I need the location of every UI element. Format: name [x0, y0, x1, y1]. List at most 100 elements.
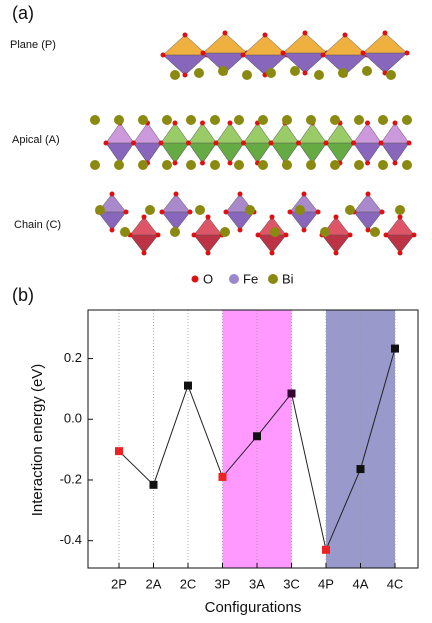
oxygen	[366, 192, 371, 197]
oxygen	[110, 192, 115, 197]
bismuth	[210, 115, 220, 125]
oxygen	[348, 233, 353, 238]
panel-label: (b)	[12, 285, 34, 305]
bismuth	[402, 115, 412, 125]
bismuth	[138, 115, 148, 125]
oxygen	[206, 215, 211, 220]
bismuth	[114, 115, 124, 125]
octahedron-face	[106, 143, 134, 163]
data-point	[253, 432, 261, 440]
bismuth	[90, 115, 100, 125]
bismuth	[306, 115, 316, 125]
oxygen	[110, 228, 115, 233]
oxygen	[200, 161, 205, 166]
bismuth	[345, 205, 355, 215]
bismuth	[395, 205, 405, 215]
oxygen	[142, 215, 147, 220]
oxygen	[302, 192, 307, 197]
octahedron-face	[386, 235, 414, 253]
bismuth	[378, 115, 388, 125]
oxygen	[351, 141, 356, 146]
bismuth	[210, 160, 220, 170]
y-tick-label: 0.0	[64, 411, 82, 426]
y-tick-label: -0.2	[60, 471, 82, 486]
data-point	[184, 382, 192, 390]
oxygen	[398, 251, 403, 256]
octahedron-face	[161, 143, 189, 163]
oxygen	[284, 233, 289, 238]
y-tick-label: -0.4	[60, 532, 82, 547]
bismuth	[245, 205, 255, 215]
oxygen	[159, 141, 164, 146]
bismuth	[145, 205, 155, 215]
oxygen	[393, 121, 398, 126]
y-axis-label: Interaction energy (eV)	[29, 364, 46, 517]
oxygen	[223, 31, 228, 36]
bismuth	[170, 227, 180, 237]
structure-legend: O Fe Bi	[192, 271, 294, 286]
row-label: Plane (P)	[10, 39, 56, 51]
row-label: Chain (C)	[14, 219, 61, 231]
bismuth	[120, 227, 130, 237]
bismuth	[295, 205, 305, 215]
figure: (a) Plane (P) Apical (A) Chain (C) O Fe …	[0, 0, 432, 623]
oxygen	[186, 141, 191, 146]
row-label: Apical (A)	[12, 134, 60, 146]
x-tick-label: 2C	[180, 576, 197, 591]
octahedron-face	[354, 212, 382, 230]
oxygen	[228, 121, 233, 126]
oxygen	[384, 233, 389, 238]
oxygen	[173, 121, 178, 126]
oxygen	[238, 192, 243, 197]
oxygen	[398, 215, 403, 220]
octahedron-face	[98, 212, 126, 230]
bismuth	[354, 115, 364, 125]
oxygen	[365, 161, 370, 166]
bismuth	[378, 160, 388, 170]
bismuth	[114, 160, 124, 170]
oxygen	[188, 210, 193, 215]
bismuth	[402, 160, 412, 170]
legend-swatch	[192, 276, 199, 283]
oxygen	[183, 33, 188, 38]
oxygen	[383, 31, 388, 36]
oxygen	[160, 210, 165, 215]
oxygen	[124, 210, 129, 215]
legend-label: Bi	[282, 271, 294, 286]
oxygen	[324, 141, 329, 146]
bismuth	[330, 160, 340, 170]
octahedron-face	[326, 143, 354, 163]
oxygen	[263, 33, 268, 38]
bismuth	[282, 115, 292, 125]
bismuth	[270, 227, 280, 237]
x-tick-label: 4P	[318, 576, 334, 591]
oxygen	[173, 161, 178, 166]
oxygen	[303, 31, 308, 36]
oxygen	[412, 233, 417, 238]
bismuth	[170, 70, 180, 80]
bismuth	[266, 68, 276, 78]
oxygen	[393, 161, 398, 166]
oxygen	[365, 121, 370, 126]
oxygen	[256, 233, 261, 238]
y-tick-label: 0.2	[64, 350, 82, 365]
bismuth	[162, 160, 172, 170]
oxygen	[407, 141, 412, 146]
oxygen	[321, 53, 326, 58]
oxygen	[361, 51, 366, 56]
bismuth	[370, 227, 380, 237]
oxygen	[343, 33, 348, 38]
octahedron-face	[271, 143, 299, 163]
data-point	[288, 389, 296, 397]
x-tick-label: 4A	[353, 576, 369, 591]
oxygen	[201, 51, 206, 56]
oxygen	[288, 210, 293, 215]
oxygen	[380, 210, 385, 215]
x-axis-label: Configurations	[205, 599, 302, 616]
x-tick-label: 2P	[111, 576, 127, 591]
oxygen	[316, 210, 321, 215]
bismuth	[258, 115, 268, 125]
bismuth	[386, 70, 396, 80]
bismuth	[162, 115, 172, 125]
octahedron-face	[194, 235, 222, 253]
